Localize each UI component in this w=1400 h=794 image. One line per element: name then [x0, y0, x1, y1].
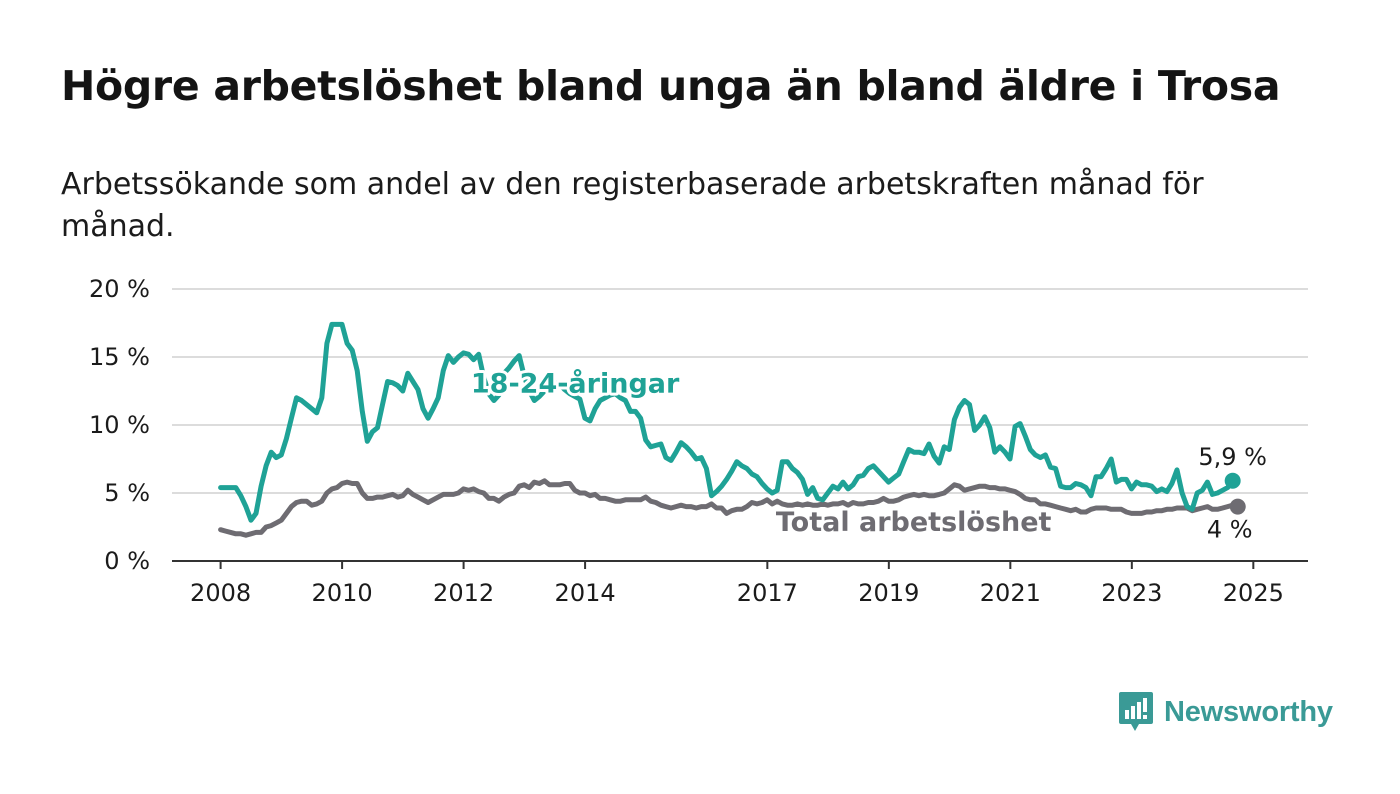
- y-tick-label: 15 %: [89, 343, 150, 371]
- x-tick-label: 2023: [1101, 579, 1162, 607]
- x-tick-label: 2021: [980, 579, 1041, 607]
- series-label-youth: 18-24-åringar: [471, 367, 680, 399]
- series-line-youth: [218, 321, 1236, 523]
- y-tick-label: 5 %: [104, 479, 150, 507]
- chart-title: Högre arbetslöshet bland unga än bland ä…: [61, 62, 1281, 110]
- y-tick-label: 0 %: [104, 547, 150, 575]
- end-label-total: 4 %: [1207, 516, 1253, 544]
- x-tick-label: 2010: [312, 579, 373, 607]
- x-tick-label: 2019: [858, 579, 919, 607]
- brand-name: Newsworthy: [1164, 695, 1333, 728]
- x-tick-label: 2025: [1223, 579, 1284, 607]
- x-tick-label: 2017: [737, 579, 798, 607]
- series-labels: 18-24-åringar Total arbetslöshet 5,9 % 4 %: [468, 364, 1270, 546]
- chart-subtitle: Arbetssökande som andel av den registerb…: [61, 167, 1204, 244]
- y-tick-label: 10 %: [89, 411, 150, 439]
- x-tick-label: 2008: [190, 579, 251, 607]
- x-tick-label: 2014: [555, 579, 616, 607]
- x-tick-label: 2012: [433, 579, 494, 607]
- end-point-total: [1229, 498, 1246, 515]
- y-axis-tick-labels: 0 % 5 % 10 % 15 % 20 %: [89, 275, 150, 575]
- y-tick-label: 20 %: [89, 275, 150, 303]
- newsworthy-brand[interactable]: Newsworthy: [1118, 690, 1333, 734]
- series-line-total: [218, 478, 1241, 538]
- bar-chart-speech-bubble-icon: [1119, 692, 1153, 731]
- series-lines: [218, 321, 1246, 538]
- end-label-youth: 5,9 %: [1198, 443, 1267, 471]
- series-label-total: Total arbetslöshet: [776, 507, 1052, 538]
- x-axis: 2008 2010 2012 2014 2017 2019 2021 2023 2025: [172, 560, 1308, 607]
- end-point-youth: [1224, 472, 1241, 489]
